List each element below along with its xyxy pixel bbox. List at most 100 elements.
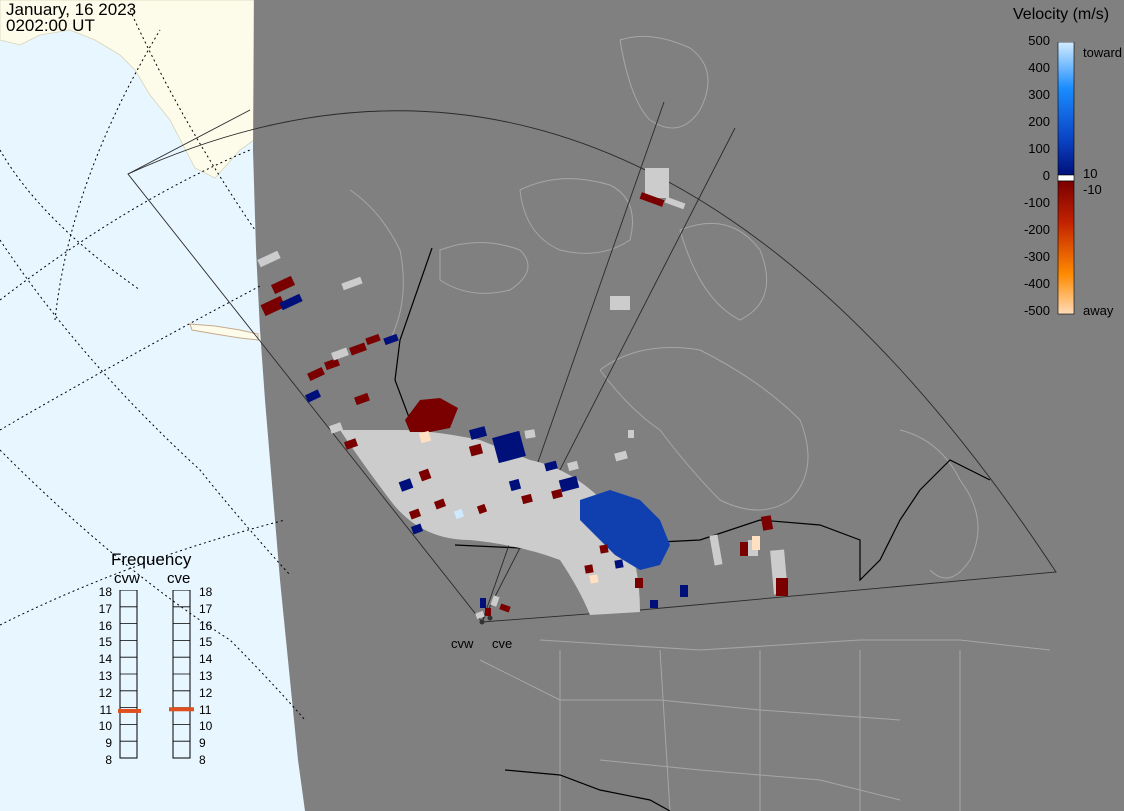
- range-cell: [304, 389, 322, 403]
- range-cell: [499, 603, 511, 613]
- station-cvw-label: cvw: [451, 636, 474, 651]
- night-region: [253, 0, 1124, 811]
- freq-scale-right: 12: [199, 685, 213, 700]
- range-cell: [614, 450, 628, 462]
- freq-scale-left: 16: [98, 618, 112, 633]
- freq-scale-right: 17: [199, 601, 213, 616]
- range-cell: [260, 295, 286, 317]
- date-label: January, 16 2023: [6, 0, 137, 19]
- range-cell: [680, 585, 688, 597]
- range-cell: [453, 508, 465, 520]
- frequency-marker: [169, 707, 194, 712]
- range-cell: [614, 559, 624, 569]
- freq-scale-right: 18: [199, 585, 213, 599]
- time-label: 0202:00 UT: [6, 16, 95, 35]
- legend-tick: 0: [1042, 168, 1050, 183]
- cve-frequency-gauge: [169, 590, 194, 759]
- range-cell: [279, 293, 303, 311]
- freq-scale-right: 15: [199, 635, 213, 650]
- freq-scale-right: 11: [199, 702, 212, 717]
- range-cell: [524, 429, 536, 439]
- range-cell: [383, 333, 399, 346]
- graticule: [0, 9, 306, 721]
- range-cell: [307, 366, 325, 382]
- range-cell: [341, 276, 363, 291]
- away-label: away: [1083, 303, 1114, 318]
- toward-label: toward: [1083, 45, 1123, 60]
- range-cell: [492, 430, 526, 464]
- legend-tick: 400: [1028, 60, 1050, 75]
- range-cell: [418, 430, 432, 444]
- freq-scale-left: 10: [98, 719, 112, 734]
- range-cell: [635, 578, 643, 588]
- radar-sites: [479, 615, 493, 625]
- cvw-column-label: cvw: [114, 570, 140, 587]
- legend-tick: 500: [1028, 33, 1050, 48]
- range-cell: [610, 296, 630, 310]
- aleutian-land: [189, 323, 259, 341]
- range-cell: [331, 347, 349, 361]
- away-velocity-patch: [405, 398, 458, 432]
- range-cell: [328, 422, 344, 434]
- range-cell: [752, 536, 760, 550]
- legend-tick: -400: [1023, 276, 1050, 291]
- range-cell: [508, 478, 522, 492]
- freq-scale-right: 10: [199, 719, 213, 734]
- freq-scale-right: 16: [199, 618, 213, 633]
- range-cell: [418, 468, 432, 482]
- range-cell: [628, 430, 634, 438]
- freq-scale-left: 12: [98, 685, 112, 700]
- range-cell: [599, 544, 609, 554]
- legend-title: Velocity (m/s): [1013, 6, 1110, 23]
- toward-velocity-patch: [580, 490, 670, 570]
- legend-tick: -500: [1023, 303, 1050, 318]
- range-cell: [354, 392, 370, 406]
- range-cell: [760, 515, 774, 531]
- range-cell: [343, 438, 359, 450]
- freq-scale-left: 15: [98, 635, 112, 650]
- range-cell: [558, 475, 580, 493]
- velocity-cells: [257, 168, 788, 620]
- range-cell: [776, 578, 788, 596]
- legend-tick: -100: [1023, 195, 1050, 210]
- legend-tick: 200: [1028, 114, 1050, 129]
- range-cell: [408, 508, 422, 520]
- cve-column-label: cve: [167, 570, 191, 587]
- range-cell: [468, 426, 488, 440]
- range-cell: [584, 564, 594, 574]
- freq-scale-left: 14: [98, 652, 112, 667]
- range-cell: [567, 460, 579, 472]
- frequency-gauges: [118, 590, 194, 759]
- range-cell: [709, 534, 723, 566]
- cvw-frequency-gauge: [118, 590, 141, 759]
- range-cell: [521, 493, 533, 505]
- ground-scatter-band: [340, 430, 640, 615]
- range-cell: [410, 523, 424, 535]
- freq-scale-left: 17: [98, 601, 112, 616]
- freq-scale-left: 8: [105, 753, 112, 767]
- range-cell: [650, 600, 658, 608]
- legend-tick: 100: [1028, 141, 1050, 156]
- range-cell: [664, 196, 686, 210]
- coastlines: [349, 35, 1051, 811]
- range-cell: [257, 250, 281, 268]
- neg-threshold-label: -10: [1083, 182, 1102, 197]
- range-cell: [740, 542, 748, 556]
- legend-tick: -300: [1023, 249, 1050, 264]
- station-cve-label: cve: [492, 636, 513, 651]
- range-cell: [398, 478, 414, 492]
- range-cell: [270, 275, 296, 295]
- freq-scale-right: 14: [199, 652, 213, 667]
- frequency-title: Frequency: [111, 550, 192, 569]
- range-cell: [551, 488, 563, 500]
- range-cell: [468, 443, 484, 457]
- range-cell: [645, 168, 669, 198]
- freq-scale-left: 13: [98, 669, 112, 683]
- range-cell: [365, 333, 381, 346]
- legend-tick: 300: [1028, 87, 1050, 102]
- range-cell: [490, 595, 500, 607]
- freq-scale-right: 9: [199, 736, 206, 751]
- freq-scale-left: 9: [105, 736, 112, 751]
- frequency-marker: [118, 708, 141, 713]
